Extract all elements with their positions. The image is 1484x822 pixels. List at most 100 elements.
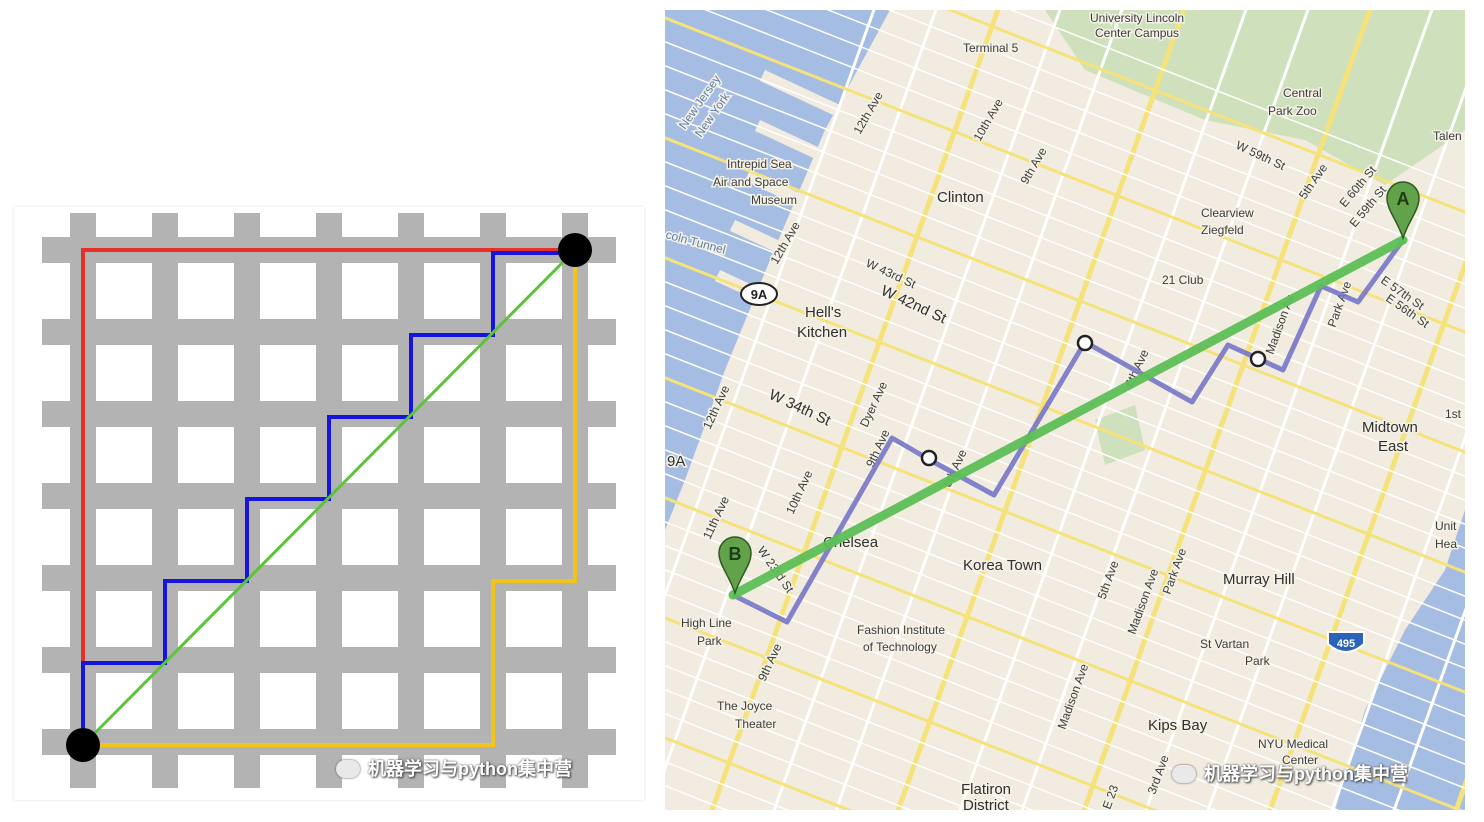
label-intrepid-1: Intrepid Sea [727, 157, 792, 171]
cross-street [665, 641, 1096, 810]
cross-street [665, 281, 1465, 597]
route-9a-label: 9A [751, 287, 768, 302]
cross-street [665, 425, 1465, 741]
hudson-river [665, 10, 890, 530]
cross-street [665, 329, 1465, 645]
cross-street [887, 10, 1465, 237]
turn-point [1249, 350, 1267, 368]
label-flatiron-1: Flatiron [961, 781, 1011, 798]
label-12th-ave-1: 12th Ave [850, 89, 886, 137]
label-joyce-2: Theater [735, 717, 776, 731]
street-grid [665, 10, 1465, 810]
cross-street [665, 736, 853, 810]
label-terminal: Terminal 5 [963, 41, 1019, 55]
marker-a-label: A [1397, 189, 1410, 209]
label-talen: Talen [1433, 129, 1462, 143]
label-joyce-1: The Joyce [717, 699, 773, 713]
cross-street [665, 689, 973, 810]
label-11th-ave: 11th Ave [700, 494, 732, 542]
grid-paths [66, 233, 592, 762]
cross-street [665, 353, 1465, 669]
label-first-st: 1st [1445, 407, 1462, 421]
wechat-icon [336, 760, 360, 778]
marker-a-pin[interactable]: A [1386, 181, 1420, 241]
label-unit-2: Hea [1435, 537, 1457, 551]
horizontal-road [42, 319, 616, 345]
turn-point [920, 449, 938, 467]
euclidean-straight-path [728, 235, 1408, 600]
wechat-icon [1172, 765, 1196, 783]
horizontal-road [42, 565, 616, 591]
grid-watermark-text: 机器学习与python集中营 [368, 759, 572, 779]
cross-street [665, 305, 1465, 621]
label-unit-1: Unit [1435, 519, 1457, 533]
green-diagonal-path [81, 248, 577, 747]
avenue [834, 10, 1124, 810]
red-path [81, 248, 575, 745]
cross-street [665, 449, 1465, 765]
label-flatiron-2: District [963, 797, 1010, 810]
cross-street [665, 761, 790, 810]
cross-street [665, 89, 1465, 405]
cross-street [665, 713, 912, 810]
horizontal-road [42, 729, 616, 755]
label-fashion-1: Fashion Institute [857, 623, 945, 637]
cross-street [1009, 10, 1465, 189]
label-st-vartan-1: St Vartan [1200, 637, 1249, 651]
label-midtown-2: East [1378, 438, 1409, 455]
cross-street [665, 616, 1159, 810]
horizontal-road [42, 647, 616, 673]
avenue [1267, 256, 1465, 810]
label-kips-bay: Kips Bay [1148, 717, 1208, 734]
avenue [1330, 433, 1465, 810]
label-center-campus: Center Campus [1095, 26, 1179, 40]
marker-b-pin[interactable]: B [718, 536, 752, 596]
label-intrepid-3: Museum [751, 193, 797, 207]
cross-street [704, 10, 1465, 309]
cross-street [665, 545, 1340, 810]
cross-street [665, 209, 1465, 525]
manhattan-map: University Lincoln Center Campus Termina… [665, 10, 1465, 810]
cross-street [665, 65, 1465, 381]
avenue [665, 10, 876, 600]
manhattan-route-path [731, 238, 1406, 625]
cross-street [665, 665, 1034, 810]
east-river [1335, 510, 1465, 810]
cross-street [665, 233, 1465, 549]
label-central-zoo-2: Park Zoo [1268, 104, 1317, 118]
cross-street [826, 10, 1465, 261]
label-clearview-2: Ziegfeld [1201, 223, 1244, 237]
cross-street [665, 473, 1465, 789]
label-clinton: Clinton [937, 189, 984, 206]
cross-street [665, 136, 1465, 454]
avenue [709, 10, 1001, 810]
label-university: University Lincoln [1090, 11, 1184, 25]
label-nyu-1: NYU Medical [1258, 737, 1328, 751]
cross-street [665, 569, 1279, 810]
avenue [1206, 86, 1465, 810]
avenue [1020, 10, 1310, 810]
cross-street [665, 16, 1465, 334]
label-park-top: Park Ave [1325, 279, 1355, 329]
avenue [895, 10, 1187, 810]
cross-street [665, 161, 1465, 477]
cross-street [665, 401, 1465, 717]
route-9a-shield: 9A [740, 282, 778, 306]
label-10th-ave-1: 10th Ave [970, 96, 1006, 144]
label-hells-1: Hell's [805, 304, 841, 321]
grid-distance-figure: 机器学习与python集中营 [14, 207, 644, 800]
label-fashion-2: of Technology [863, 640, 937, 654]
label-high-line-1: High Line [681, 616, 732, 630]
avenue [1144, 10, 1434, 810]
yellow-path [83, 250, 577, 747]
label-central-zoo-1: Central [1283, 86, 1322, 100]
interstate-495-label: 495 [1337, 638, 1355, 650]
avenue [958, 10, 1248, 810]
label-10th-ave-mid: 10th Ave [783, 468, 815, 516]
label-park-mid: Park Ave [1160, 546, 1190, 596]
label-murray-hill: Murray Hill [1223, 571, 1295, 588]
avenue [1392, 607, 1465, 810]
label-high-line-2: Park [697, 634, 723, 648]
label-st-vartan-2: Park [1245, 654, 1271, 668]
label-hells-2: Kitchen [797, 324, 847, 341]
